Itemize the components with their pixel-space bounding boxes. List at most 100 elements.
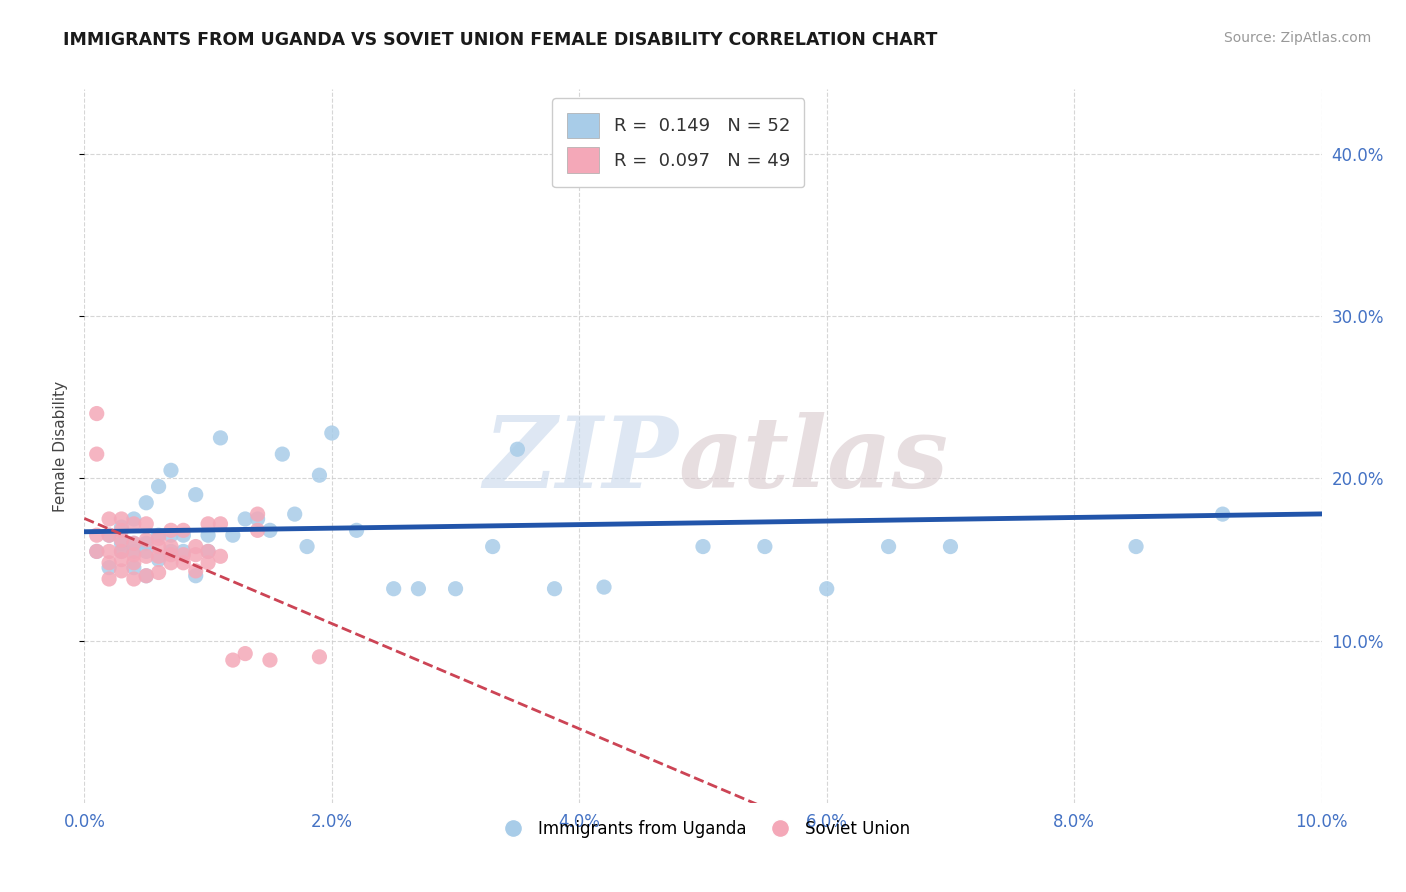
- Point: [284, 507, 307, 521]
- Point: [110, 520, 132, 534]
- Point: [122, 516, 145, 531]
- Point: [135, 536, 157, 550]
- Point: [543, 582, 565, 596]
- Point: [408, 582, 430, 596]
- Point: [110, 536, 132, 550]
- Point: [877, 540, 900, 554]
- Point: [135, 516, 157, 531]
- Point: [233, 512, 256, 526]
- Point: [98, 512, 121, 526]
- Point: [148, 552, 170, 566]
- Legend: Immigrants from Uganda, Soviet Union: Immigrants from Uganda, Soviet Union: [489, 814, 917, 845]
- Point: [271, 447, 294, 461]
- Point: [259, 524, 281, 538]
- Point: [98, 556, 121, 570]
- Point: [98, 572, 121, 586]
- Point: [209, 431, 232, 445]
- Point: [209, 549, 232, 564]
- Point: [148, 549, 170, 564]
- Y-axis label: Female Disability: Female Disability: [53, 380, 69, 512]
- Point: [246, 512, 269, 526]
- Point: [86, 407, 108, 421]
- Point: [209, 516, 232, 531]
- Point: [135, 496, 157, 510]
- Point: [197, 544, 219, 558]
- Text: ZIP: ZIP: [484, 412, 678, 508]
- Text: atlas: atlas: [678, 412, 948, 508]
- Point: [160, 548, 183, 562]
- Point: [593, 580, 616, 594]
- Point: [160, 463, 183, 477]
- Point: [172, 528, 194, 542]
- Point: [86, 528, 108, 542]
- Point: [222, 653, 245, 667]
- Point: [148, 528, 170, 542]
- Point: [122, 572, 145, 586]
- Point: [86, 447, 108, 461]
- Point: [122, 560, 145, 574]
- Point: [481, 540, 503, 554]
- Point: [246, 507, 269, 521]
- Point: [135, 549, 157, 564]
- Text: Source: ZipAtlas.com: Source: ZipAtlas.com: [1223, 31, 1371, 45]
- Point: [172, 556, 194, 570]
- Point: [98, 560, 121, 574]
- Point: [98, 544, 121, 558]
- Point: [86, 544, 108, 558]
- Point: [184, 568, 207, 582]
- Point: [308, 468, 330, 483]
- Point: [160, 524, 183, 538]
- Point: [184, 488, 207, 502]
- Point: [110, 533, 132, 547]
- Point: [135, 568, 157, 582]
- Point: [815, 582, 838, 596]
- Point: [233, 647, 256, 661]
- Point: [382, 582, 405, 596]
- Point: [246, 524, 269, 538]
- Point: [184, 548, 207, 562]
- Point: [110, 544, 132, 558]
- Point: [506, 442, 529, 457]
- Point: [172, 548, 194, 562]
- Point: [692, 540, 714, 554]
- Point: [222, 528, 245, 542]
- Point: [148, 479, 170, 493]
- Point: [184, 564, 207, 578]
- Point: [197, 516, 219, 531]
- Point: [444, 582, 467, 596]
- Point: [122, 536, 145, 550]
- Point: [135, 568, 157, 582]
- Point: [160, 556, 183, 570]
- Point: [98, 528, 121, 542]
- Point: [122, 548, 145, 562]
- Point: [160, 540, 183, 554]
- Point: [1125, 540, 1147, 554]
- Point: [321, 425, 343, 440]
- Point: [110, 544, 132, 558]
- Point: [259, 653, 281, 667]
- Point: [110, 564, 132, 578]
- Point: [86, 544, 108, 558]
- Point: [754, 540, 776, 554]
- Point: [295, 540, 318, 554]
- Point: [184, 540, 207, 554]
- Point: [172, 524, 194, 538]
- Point: [346, 524, 368, 538]
- Point: [148, 532, 170, 546]
- Point: [1212, 507, 1234, 521]
- Point: [197, 528, 219, 542]
- Point: [122, 544, 145, 558]
- Point: [122, 512, 145, 526]
- Point: [110, 512, 132, 526]
- Point: [308, 649, 330, 664]
- Point: [172, 544, 194, 558]
- Text: IMMIGRANTS FROM UGANDA VS SOVIET UNION FEMALE DISABILITY CORRELATION CHART: IMMIGRANTS FROM UGANDA VS SOVIET UNION F…: [63, 31, 938, 49]
- Point: [666, 171, 689, 186]
- Point: [98, 528, 121, 542]
- Point: [135, 544, 157, 558]
- Point: [122, 536, 145, 550]
- Point: [148, 566, 170, 580]
- Point: [197, 544, 219, 558]
- Point: [135, 533, 157, 547]
- Point: [939, 540, 962, 554]
